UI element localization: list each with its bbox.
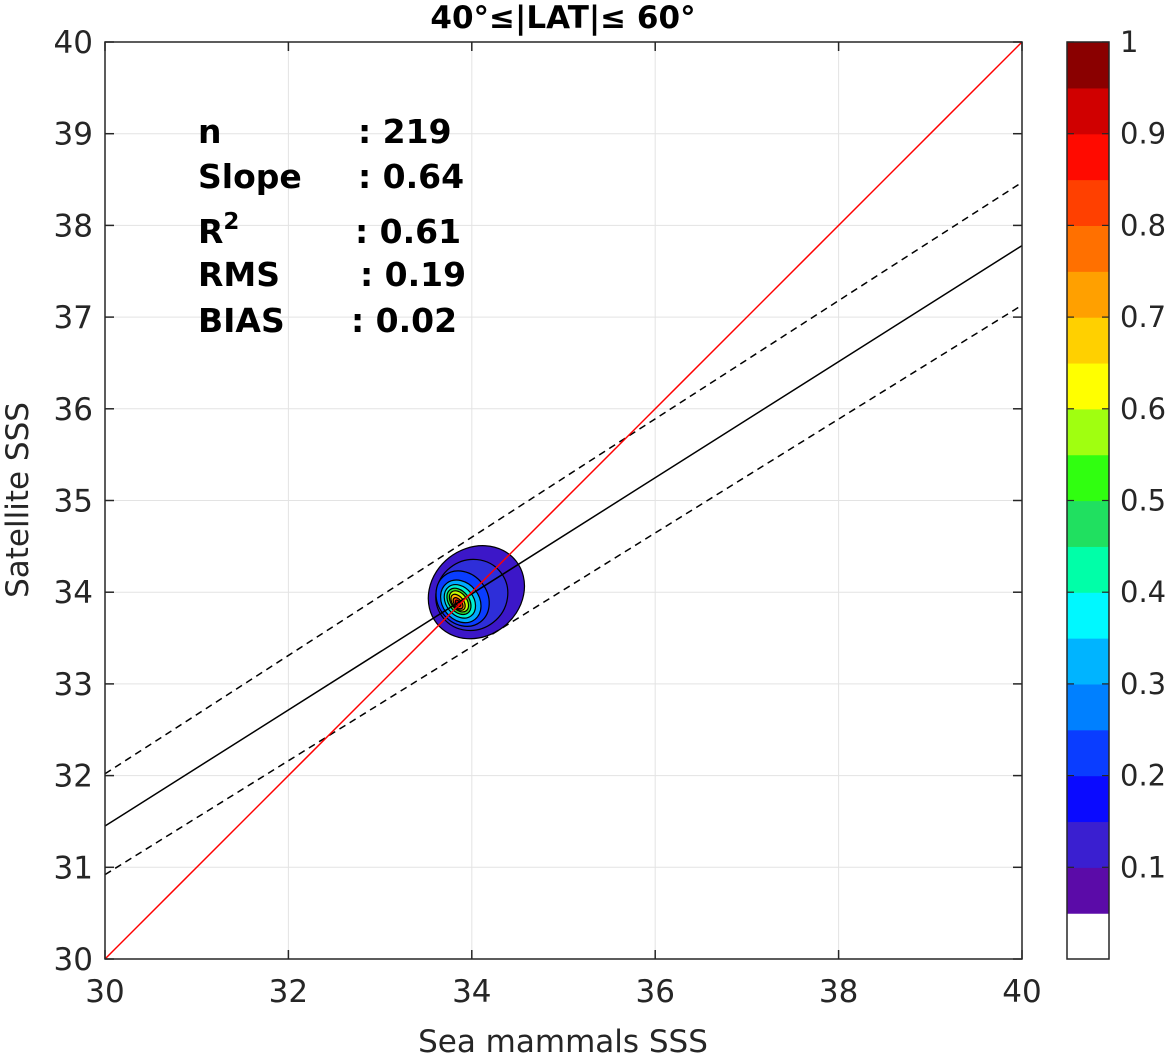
- x-tick-label-3: 36: [635, 974, 674, 1010]
- colorbar-segment-10: [1067, 454, 1109, 502]
- colorbar-segment-18: [1067, 87, 1109, 135]
- colorbar-tick-label-6: 0.7: [1120, 300, 1166, 334]
- colorbar-segment-14: [1067, 271, 1109, 318]
- colorbar-segment-17: [1067, 133, 1109, 181]
- statistics-box: n : 219 Slope : 0.64 R2 : 0.61 RMS : 0.19 BIAS : …: [198, 112, 466, 340]
- y-tick-label-4: 34: [54, 575, 93, 611]
- colorbar-tick-label-0: 0.1: [1120, 850, 1166, 884]
- x-tick-label-1: 32: [269, 974, 308, 1010]
- y-tick-label-0: 30: [54, 942, 93, 978]
- y-tick-label-8: 38: [54, 208, 93, 244]
- y-tick-label-5: 35: [54, 484, 93, 520]
- colorbar-segment-4: [1067, 729, 1109, 777]
- identity-line: [104, 41, 1023, 960]
- y-tick-label-9: 39: [54, 117, 93, 153]
- colorbar-segment-1: [1067, 867, 1109, 914]
- colorbar: 0.1 0.2 0.3 0.4 0.5 0.6 0.7 0.8 0.9 1: [1066, 25, 1166, 960]
- colorbar-tick-label-9: 1: [1120, 25, 1138, 59]
- colorbar-tick-label-2: 0.3: [1120, 667, 1166, 701]
- colorbar-segment-5: [1067, 683, 1109, 731]
- y-tick-label-7: 37: [54, 300, 93, 336]
- colorbar-tick-label-5: 0.6: [1120, 392, 1166, 426]
- x-axis-label: Sea mammals SSS: [418, 1024, 708, 1055]
- y-tick-label-2: 32: [54, 759, 93, 795]
- colorbar-tick-label-4: 0.5: [1120, 484, 1166, 518]
- stat-label-4: BIAS: [198, 301, 285, 340]
- colorbar-segment-12: [1067, 362, 1109, 410]
- stat-superscript: 2: [223, 209, 239, 235]
- colorbar-tick-label-7: 0.8: [1120, 208, 1166, 242]
- density-contours: [427, 545, 526, 640]
- confidence-line-1: [104, 304, 1023, 876]
- colorbar-segment-0: [1067, 913, 1109, 960]
- colorbar-segment-16: [1067, 179, 1109, 226]
- y-axis-label: Satellite SSS: [0, 402, 36, 598]
- x-tick-label-2: 34: [452, 974, 491, 1010]
- stat-value-2: : 0.61: [355, 212, 461, 251]
- fit-line: [104, 244, 1023, 827]
- colorbar-segment-11: [1067, 408, 1109, 456]
- colorbar-segment-19: [1067, 42, 1109, 89]
- stat-label-3: RMS: [198, 255, 280, 294]
- y-tick-label-1: 31: [54, 850, 93, 886]
- colorbar-tick-label-3: 0.4: [1120, 575, 1166, 609]
- colorbar-segment-8: [1067, 546, 1109, 593]
- x-tick-label-5: 40: [1002, 974, 1041, 1010]
- stat-value-4: : 0.02: [351, 301, 457, 340]
- stat-value-1: : 0.64: [358, 157, 464, 196]
- stat-label-0: n: [198, 112, 222, 151]
- chart-title: 40°≤|LAT|≤ 60°: [430, 0, 695, 36]
- y-tick-label-6: 36: [54, 392, 93, 428]
- regression-lines: [104, 41, 1023, 960]
- x-tick-label-4: 38: [819, 974, 858, 1010]
- y-tick-label-3: 33: [54, 667, 93, 703]
- axis-ticks: 30 32 34 36 38 40 30 31 32 33 34 35 36 37 38 39 40: [54, 25, 1042, 1010]
- stat-label-2: R2: [198, 209, 239, 251]
- x-tick-label-0: 30: [85, 974, 124, 1010]
- colorbar-segment-7: [1067, 592, 1109, 639]
- colorbar-tick-label-1: 0.2: [1120, 759, 1166, 793]
- confidence-line-0: [104, 181, 1023, 775]
- stat-label-1: Slope: [198, 157, 302, 196]
- stat-value-3: : 0.19: [360, 255, 466, 294]
- colorbar-segment-15: [1067, 225, 1109, 272]
- colorbar-segment-13: [1067, 317, 1109, 364]
- colorbar-tick-label-8: 0.9: [1120, 117, 1166, 151]
- colorbar-segment-6: [1067, 638, 1109, 685]
- colorbar-segment-2: [1067, 821, 1109, 868]
- stat-value-0: : 219: [358, 112, 452, 151]
- colorbar-segment-3: [1067, 775, 1109, 823]
- y-tick-label-10: 40: [54, 25, 93, 61]
- colorbar-segment-9: [1067, 500, 1109, 547]
